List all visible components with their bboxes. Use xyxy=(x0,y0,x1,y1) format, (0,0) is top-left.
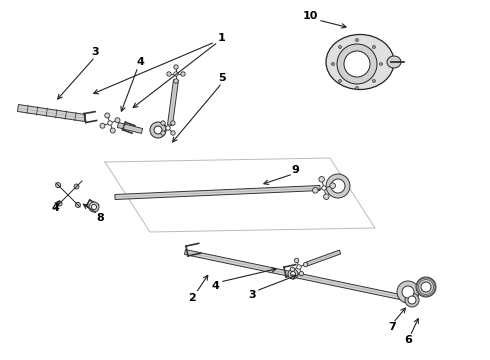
Text: 4: 4 xyxy=(51,203,59,213)
Circle shape xyxy=(339,45,342,49)
Circle shape xyxy=(402,286,414,298)
Text: 4: 4 xyxy=(211,281,219,291)
Circle shape xyxy=(55,183,61,188)
Text: 2: 2 xyxy=(188,293,196,303)
Ellipse shape xyxy=(326,35,394,90)
Circle shape xyxy=(171,131,175,135)
Circle shape xyxy=(319,176,324,182)
Circle shape xyxy=(100,123,105,128)
Circle shape xyxy=(57,201,62,206)
Polygon shape xyxy=(306,250,341,266)
Circle shape xyxy=(166,126,170,130)
Circle shape xyxy=(332,63,335,66)
Circle shape xyxy=(105,113,110,118)
Circle shape xyxy=(322,186,326,190)
Circle shape xyxy=(291,271,295,276)
Text: 3: 3 xyxy=(91,47,99,57)
Circle shape xyxy=(108,121,112,125)
Circle shape xyxy=(294,258,299,263)
Circle shape xyxy=(171,121,175,125)
Circle shape xyxy=(150,122,166,138)
Circle shape xyxy=(421,282,431,292)
Circle shape xyxy=(356,39,359,41)
Text: 8: 8 xyxy=(96,213,104,223)
Polygon shape xyxy=(185,249,400,300)
Circle shape xyxy=(416,277,436,297)
Circle shape xyxy=(92,204,97,210)
Text: 5: 5 xyxy=(218,73,226,83)
Circle shape xyxy=(344,51,370,77)
Polygon shape xyxy=(168,80,178,125)
Circle shape xyxy=(89,202,99,212)
Polygon shape xyxy=(18,104,86,121)
Text: 9: 9 xyxy=(291,165,299,175)
Circle shape xyxy=(74,184,79,189)
Text: 1: 1 xyxy=(218,33,226,43)
Circle shape xyxy=(323,194,329,199)
Circle shape xyxy=(372,80,375,82)
Circle shape xyxy=(330,183,336,189)
Polygon shape xyxy=(118,122,143,134)
Text: 10: 10 xyxy=(302,11,318,21)
Circle shape xyxy=(408,296,416,304)
Polygon shape xyxy=(115,185,320,199)
Circle shape xyxy=(181,72,185,76)
Circle shape xyxy=(299,271,304,276)
Circle shape xyxy=(405,293,419,307)
Circle shape xyxy=(115,118,120,123)
Circle shape xyxy=(174,65,178,69)
Circle shape xyxy=(356,86,359,90)
Circle shape xyxy=(326,174,350,198)
Text: 6: 6 xyxy=(404,335,412,345)
Ellipse shape xyxy=(387,56,401,68)
Text: 4: 4 xyxy=(136,57,144,67)
Circle shape xyxy=(174,79,178,83)
Text: 3: 3 xyxy=(248,290,256,300)
Circle shape xyxy=(290,267,294,271)
Circle shape xyxy=(288,269,298,279)
Circle shape xyxy=(297,265,301,269)
Circle shape xyxy=(337,44,377,84)
Circle shape xyxy=(379,63,383,66)
Circle shape xyxy=(397,281,419,303)
Circle shape xyxy=(331,179,345,193)
Circle shape xyxy=(75,202,80,207)
Circle shape xyxy=(372,45,375,49)
Circle shape xyxy=(339,80,342,82)
Circle shape xyxy=(154,126,162,134)
Circle shape xyxy=(161,121,165,125)
Circle shape xyxy=(167,72,171,76)
Circle shape xyxy=(110,128,115,133)
Circle shape xyxy=(313,188,318,193)
Circle shape xyxy=(174,72,178,76)
Circle shape xyxy=(161,131,165,135)
Text: 7: 7 xyxy=(388,322,396,332)
Circle shape xyxy=(303,262,308,267)
